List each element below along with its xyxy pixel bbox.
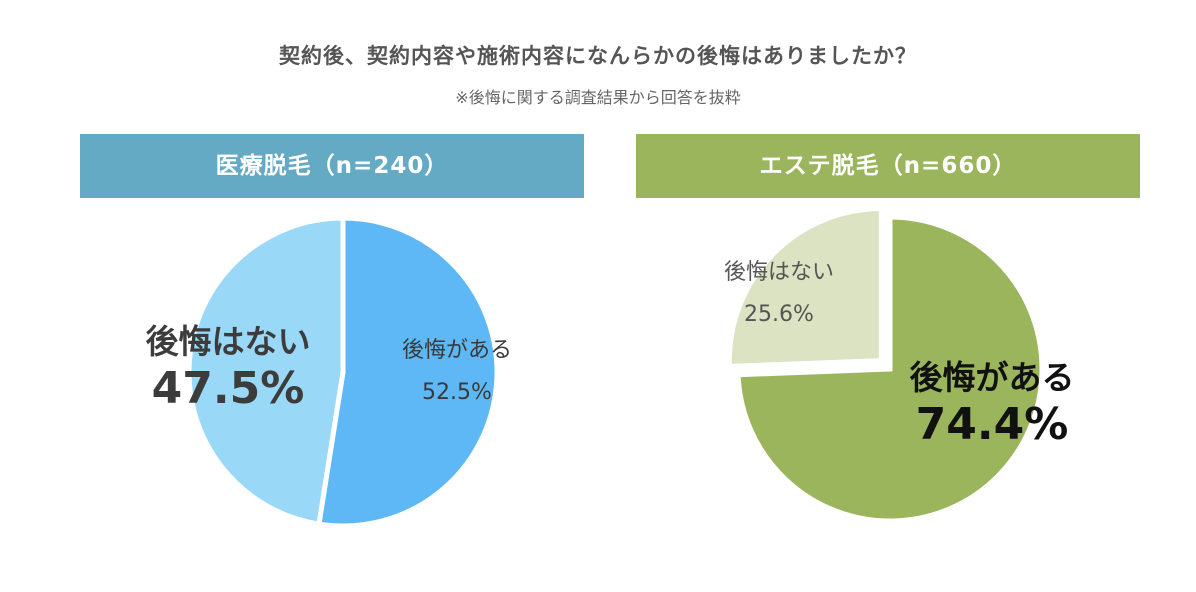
pie-right [726, 206, 1045, 524]
pie-left-header: 医療脱毛（n=240） [80, 134, 584, 198]
slice-value: 47.5% [151, 363, 305, 414]
pie-slice [316, 215, 500, 529]
chart-subtitle: ※後悔に関する調査結果から回答を抜粋 [455, 88, 741, 107]
pie-slice [735, 214, 1045, 524]
slice-label: 後悔はない [723, 260, 835, 285]
pie-slice [186, 215, 346, 527]
slice-value: 74.4% [915, 399, 1069, 450]
slice-value: 25.6% [744, 302, 814, 327]
pie-right-label-no-regret: 後悔はない 25.6% [724, 258, 834, 330]
chart-title: 契約後、契約内容や施術内容になんらかの後悔はありましたか？ [279, 44, 917, 68]
pie-right-label-regret: 後悔がある 74.4% [910, 358, 1075, 452]
pie-left-label-regret: 後悔がある 52.5% [402, 336, 512, 408]
slice-value: 52.5% [422, 380, 492, 405]
pie-left [186, 215, 500, 529]
pie-right-header: エステ脱毛（n=660） [636, 134, 1140, 198]
pie-slice [726, 206, 884, 369]
pie-left-label-no-regret: 後悔はない 47.5% [146, 322, 311, 416]
slice-label: 後悔がある [909, 358, 1075, 397]
slice-label: 後悔がある [401, 338, 513, 363]
slice-label: 後悔はない [145, 322, 311, 361]
